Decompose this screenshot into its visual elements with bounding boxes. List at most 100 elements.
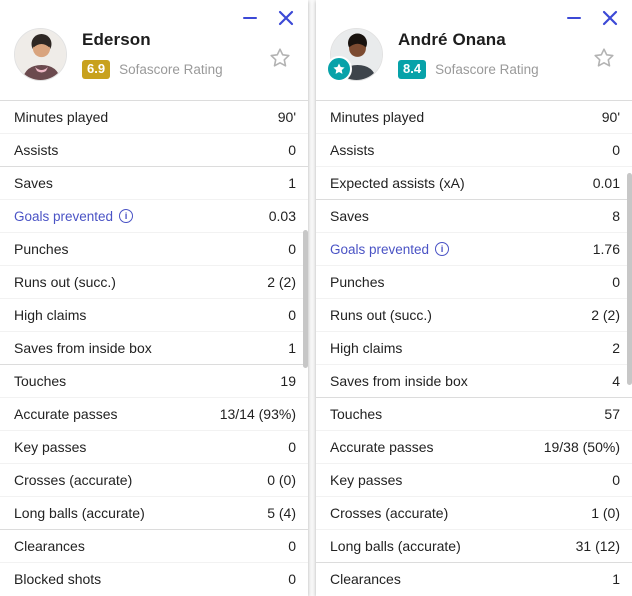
close-icon (278, 10, 294, 26)
stat-label: Crosses (accurate) (14, 472, 133, 488)
player-stats-card-ederson: Ederson 6.9 Sofascore Rating Minutes pla… (0, 0, 308, 596)
rating-badge: 8.4 (398, 60, 427, 79)
avatar (14, 28, 67, 81)
stat-row: High claims 2 (316, 331, 632, 364)
stat-row: Minutes played 90' (316, 100, 632, 133)
stat-row: Expected assists (xA) 0.01 (316, 166, 632, 199)
stat-row: Accurate passes 13/14 (93%) (0, 397, 308, 430)
stat-row: Assists 0 (316, 133, 632, 166)
window-controls (564, 8, 620, 28)
stat-value: 5 (4) (267, 505, 296, 521)
stat-row: Punches 0 (316, 265, 632, 298)
stat-value: 19/38 (50%) (543, 439, 620, 455)
window-controls (240, 8, 296, 28)
card-header: André Onana 8.4 Sofascore Rating (316, 0, 632, 100)
stat-value: 0 (288, 439, 296, 455)
stat-row: Clearances 0 (0, 529, 308, 562)
stat-row: Punches 0 (0, 232, 308, 265)
stat-label: Runs out (succ.) (14, 274, 116, 290)
stat-label: Minutes played (330, 109, 425, 125)
stat-value: 13/14 (93%) (219, 406, 296, 422)
stat-row[interactable]: Goals prevented i 0.03 (0, 199, 308, 232)
star-outline-icon (270, 48, 290, 67)
rating-row: 6.9 Sofascore Rating (82, 60, 223, 79)
rating-row: 8.4 Sofascore Rating (398, 60, 539, 79)
rating-label: Sofascore Rating (119, 62, 223, 77)
favorite-star-button[interactable] (592, 46, 616, 70)
stat-row: Saves from inside box 4 (316, 364, 632, 397)
stat-value: 0 (288, 307, 296, 323)
star-badge-icon (333, 63, 345, 74)
stat-label: Expected assists (xA) (330, 175, 465, 191)
stat-label: Touches (330, 406, 383, 422)
stat-row: Accurate passes 19/38 (50%) (316, 430, 632, 463)
stat-value: 1.76 (592, 241, 620, 257)
stat-value: 0 (0) (267, 472, 296, 488)
info-icon[interactable]: i (435, 242, 450, 256)
stat-value: 2 (2) (591, 307, 620, 323)
stat-value: 0.03 (268, 208, 296, 224)
stat-label: Assists (14, 142, 59, 158)
star-outline-icon (594, 48, 614, 67)
stat-label: High claims (330, 340, 403, 356)
player-name: André Onana (398, 30, 506, 49)
stat-label: Accurate passes (330, 439, 434, 455)
minimize-icon (567, 17, 581, 20)
stat-row: Touches 57 (316, 397, 632, 430)
stat-label: Long balls (accurate) (14, 505, 145, 521)
stat-row: Runs out (succ.) 2 (2) (0, 265, 308, 298)
stat-value: 1 (612, 571, 620, 587)
stat-row: Assists 0 (0, 133, 308, 166)
stat-value: 0 (612, 472, 620, 488)
stat-label: Key passes (14, 439, 87, 455)
avatar (330, 28, 383, 81)
stat-label: Minutes played (14, 109, 109, 125)
stat-row: Minutes played 90' (0, 100, 308, 133)
stat-label: Saves from inside box (330, 373, 468, 389)
rating-label: Sofascore Rating (435, 62, 539, 77)
stat-value: 2 (2) (267, 274, 296, 290)
stat-row: Runs out (succ.) 2 (2) (316, 298, 632, 331)
stat-row[interactable]: Goals prevented i 1.76 (316, 232, 632, 265)
stat-value: 1 (288, 175, 296, 191)
stat-label: Runs out (succ.) (330, 307, 432, 323)
stat-row: Long balls (accurate) 5 (4) (0, 496, 308, 529)
stat-label: Blocked shots (14, 571, 102, 587)
favorite-star-button[interactable] (268, 46, 292, 70)
scrollbar-thumb[interactable] (627, 173, 632, 385)
stat-row: Clearances 1 (316, 562, 632, 595)
close-button[interactable] (600, 8, 620, 28)
minimize-icon (243, 17, 257, 20)
minimize-button[interactable] (240, 8, 260, 28)
stat-label: Long balls (accurate) (330, 538, 461, 554)
stat-row: Key passes 0 (0, 430, 308, 463)
stat-value: 90' (601, 109, 620, 125)
scrollbar-thumb[interactable] (303, 230, 308, 368)
stat-label: Clearances (14, 538, 85, 554)
stat-row: High claims 0 (0, 298, 308, 331)
stat-value: 0.01 (592, 175, 620, 191)
stat-label[interactable]: Goals prevented i (330, 242, 450, 257)
stat-value: 19 (280, 373, 296, 389)
minimize-button[interactable] (564, 8, 584, 28)
rating-badge: 6.9 (82, 60, 111, 79)
stat-value: 2 (612, 340, 620, 356)
stat-label: Clearances (330, 571, 401, 587)
stat-row: Saves 8 (316, 199, 632, 232)
stat-row: Blocked shots 0 (0, 562, 308, 595)
stat-row: Saves from inside box 1 (0, 331, 308, 364)
stat-value: 31 (12) (575, 538, 620, 554)
stat-label[interactable]: Goals prevented i (14, 209, 134, 224)
close-button[interactable] (276, 8, 296, 28)
stat-label: Punches (330, 274, 385, 290)
stat-label: Saves from inside box (14, 340, 152, 356)
stats-list: Minutes played 90' Assists 0 Expected assist… (316, 100, 632, 595)
stat-value: 0 (288, 571, 296, 587)
stat-label: Saves (14, 175, 53, 191)
stat-row: Crosses (accurate) 1 (0) (316, 496, 632, 529)
info-icon[interactable]: i (119, 209, 134, 223)
stat-label: High claims (14, 307, 87, 323)
stat-value: 57 (604, 406, 620, 422)
stat-label: Key passes (330, 472, 403, 488)
